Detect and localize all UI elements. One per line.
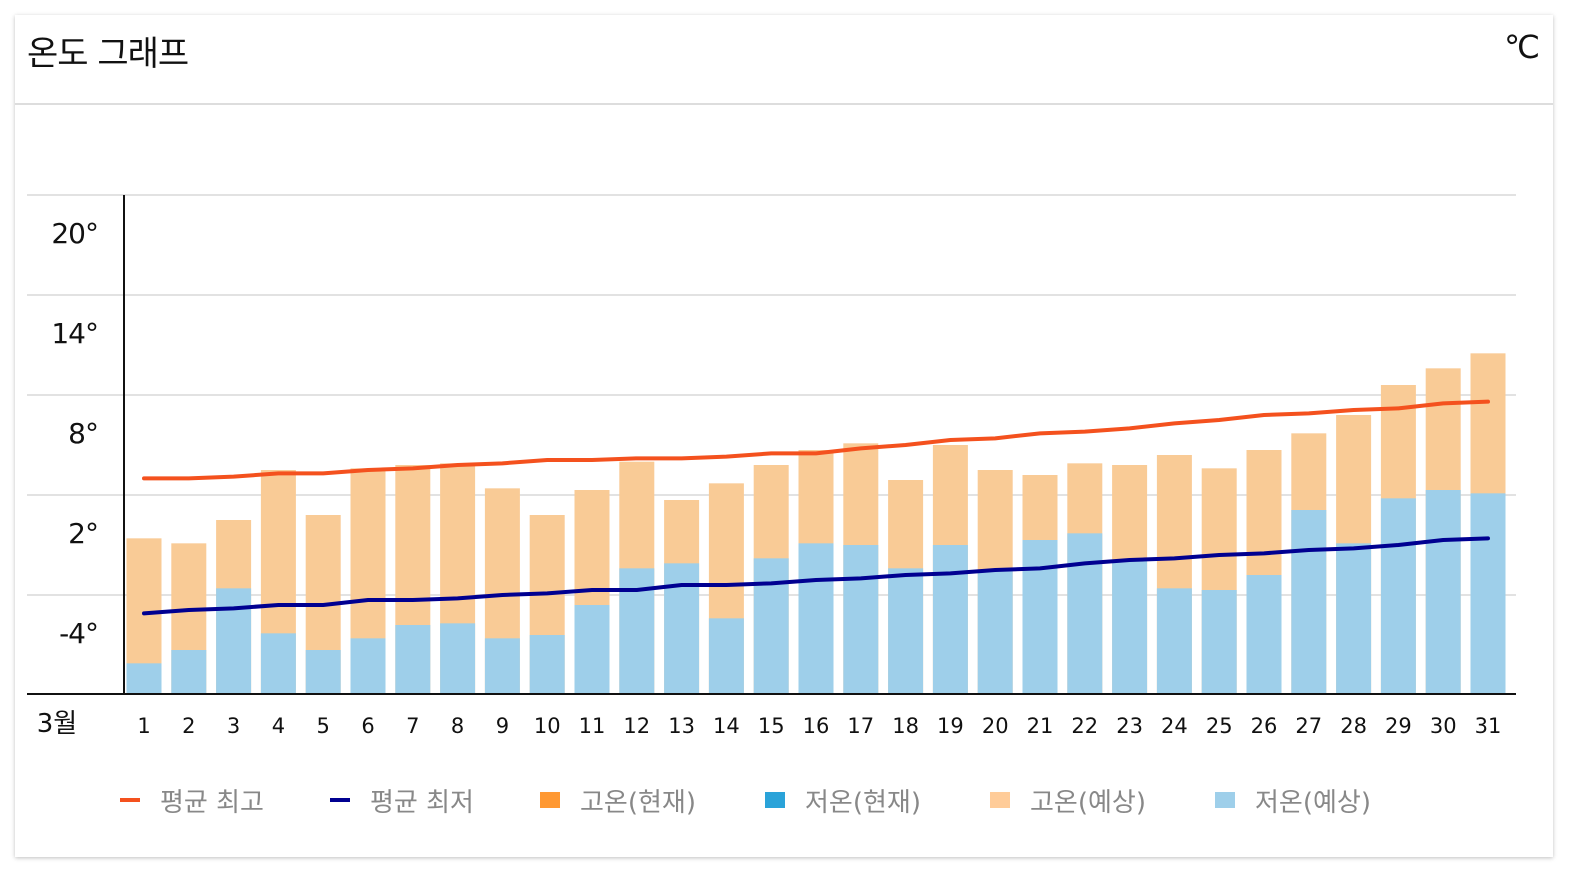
legend-high-forecast[interactable]: 고온(예상) bbox=[990, 782, 1215, 818]
bar-low-forecast bbox=[440, 623, 476, 695]
bar-low-forecast bbox=[484, 638, 520, 695]
bar-low-forecast bbox=[1336, 543, 1372, 695]
legend: 평균 최고 평균 최저 고온(현재) 저온(현재) 고온(예상) 저온(예상) bbox=[120, 782, 1440, 818]
bar-low-forecast bbox=[753, 558, 789, 695]
x-tick-label: 31 bbox=[1475, 714, 1502, 738]
x-tick-label: 11 bbox=[579, 714, 606, 738]
bar-low-forecast bbox=[1156, 588, 1192, 695]
x-tick-label: 10 bbox=[534, 714, 561, 738]
legend-label: 고온(예상) bbox=[1030, 787, 1146, 818]
x-tick-label: 22 bbox=[1071, 714, 1098, 738]
bar-low-forecast bbox=[260, 633, 296, 695]
legend-high-current[interactable]: 고온(현재) bbox=[540, 782, 765, 818]
x-tick-label: 9 bbox=[496, 714, 509, 738]
bar-low-forecast bbox=[395, 625, 431, 695]
bar-low-forecast bbox=[1380, 498, 1416, 695]
bar-low-forecast bbox=[888, 568, 924, 695]
x-tick-label: 26 bbox=[1251, 714, 1278, 738]
legend-label: 평균 최저 bbox=[370, 787, 474, 818]
legend-label: 고온(현재) bbox=[580, 787, 696, 818]
y-tick-label: -4° bbox=[59, 617, 98, 650]
bar-low-forecast bbox=[798, 543, 834, 695]
x-tick-label: 14 bbox=[713, 714, 740, 738]
x-tick-label: 20 bbox=[982, 714, 1009, 738]
x-tick-label: 27 bbox=[1295, 714, 1322, 738]
legend-box-swatch bbox=[540, 792, 560, 808]
bar-low-forecast bbox=[932, 545, 968, 695]
bar-low-forecast bbox=[1112, 560, 1148, 695]
bar-low-forecast bbox=[708, 618, 744, 695]
x-tick-label: 24 bbox=[1161, 714, 1188, 738]
y-tick-label: 2° bbox=[68, 517, 98, 550]
bar-low-forecast bbox=[843, 545, 879, 695]
x-tick-label: 5 bbox=[317, 714, 330, 738]
bar-low-forecast bbox=[529, 635, 565, 695]
bar-low-forecast bbox=[216, 588, 252, 695]
x-tick-label: 2 bbox=[182, 714, 195, 738]
legend-avg-high[interactable]: 평균 최고 bbox=[120, 782, 330, 818]
x-tick-label: 21 bbox=[1027, 714, 1054, 738]
x-tick-label: 8 bbox=[451, 714, 464, 738]
x-tick-label: 12 bbox=[623, 714, 650, 738]
legend-label: 저온(예상) bbox=[1255, 787, 1371, 818]
x-tick-label: 15 bbox=[758, 714, 785, 738]
legend-line-swatch bbox=[120, 798, 140, 802]
bar-low-forecast bbox=[1425, 490, 1461, 695]
x-tick-label: 23 bbox=[1116, 714, 1143, 738]
x-tick-label: 4 bbox=[272, 714, 285, 738]
page-title: 온도 그래프 bbox=[27, 34, 189, 74]
bar-low-forecast bbox=[350, 638, 386, 695]
legend-avg-low[interactable]: 평균 최저 bbox=[330, 782, 540, 818]
bar-low-forecast bbox=[1246, 575, 1282, 695]
legend-low-current[interactable]: 저온(현재) bbox=[765, 782, 990, 818]
x-axis-label: 3월 bbox=[37, 709, 77, 739]
x-tick-label: 6 bbox=[361, 714, 374, 738]
y-tick-label: 8° bbox=[68, 417, 98, 450]
bar-low-forecast bbox=[574, 605, 610, 695]
y-tick-label: 20° bbox=[51, 217, 98, 250]
legend-box-swatch bbox=[1215, 792, 1235, 808]
bar-low-forecast bbox=[171, 650, 207, 695]
x-tick-label: 29 bbox=[1385, 714, 1412, 738]
x-tick-label: 30 bbox=[1430, 714, 1457, 738]
x-tick-label: 16 bbox=[803, 714, 830, 738]
x-tick-label: 1 bbox=[137, 714, 150, 738]
legend-low-forecast[interactable]: 저온(예상) bbox=[1215, 782, 1440, 818]
bar-low-forecast bbox=[126, 663, 162, 695]
unit-toggle[interactable]: ℃ bbox=[1504, 28, 1540, 66]
bar-low-forecast bbox=[305, 650, 341, 695]
x-tick-label: 18 bbox=[892, 714, 919, 738]
x-tick-label: 3 bbox=[227, 714, 240, 738]
bar-low-forecast bbox=[1022, 540, 1058, 695]
bar-low-forecast bbox=[1291, 510, 1327, 695]
avg-high-line bbox=[142, 399, 1490, 481]
bar-low-forecast bbox=[1470, 493, 1506, 695]
y-tick-label: 14° bbox=[51, 317, 98, 350]
x-tick-label: 28 bbox=[1340, 714, 1367, 738]
legend-box-swatch bbox=[765, 792, 785, 808]
divider bbox=[15, 103, 1553, 105]
bar-low-forecast bbox=[977, 570, 1013, 695]
x-tick-label: 7 bbox=[406, 714, 419, 738]
bar-low-forecast bbox=[1201, 590, 1237, 695]
x-tick-label: 25 bbox=[1206, 714, 1233, 738]
legend-box-swatch bbox=[990, 792, 1010, 808]
x-tick-label: 19 bbox=[937, 714, 964, 738]
x-tick-label: 17 bbox=[847, 714, 874, 738]
avg-low-line bbox=[142, 536, 1490, 616]
legend-label: 저온(현재) bbox=[805, 787, 921, 818]
x-tick-label: 13 bbox=[668, 714, 695, 738]
legend-line-swatch bbox=[330, 798, 350, 802]
legend-label: 평균 최고 bbox=[160, 787, 264, 818]
bar-low-forecast bbox=[1067, 533, 1103, 695]
